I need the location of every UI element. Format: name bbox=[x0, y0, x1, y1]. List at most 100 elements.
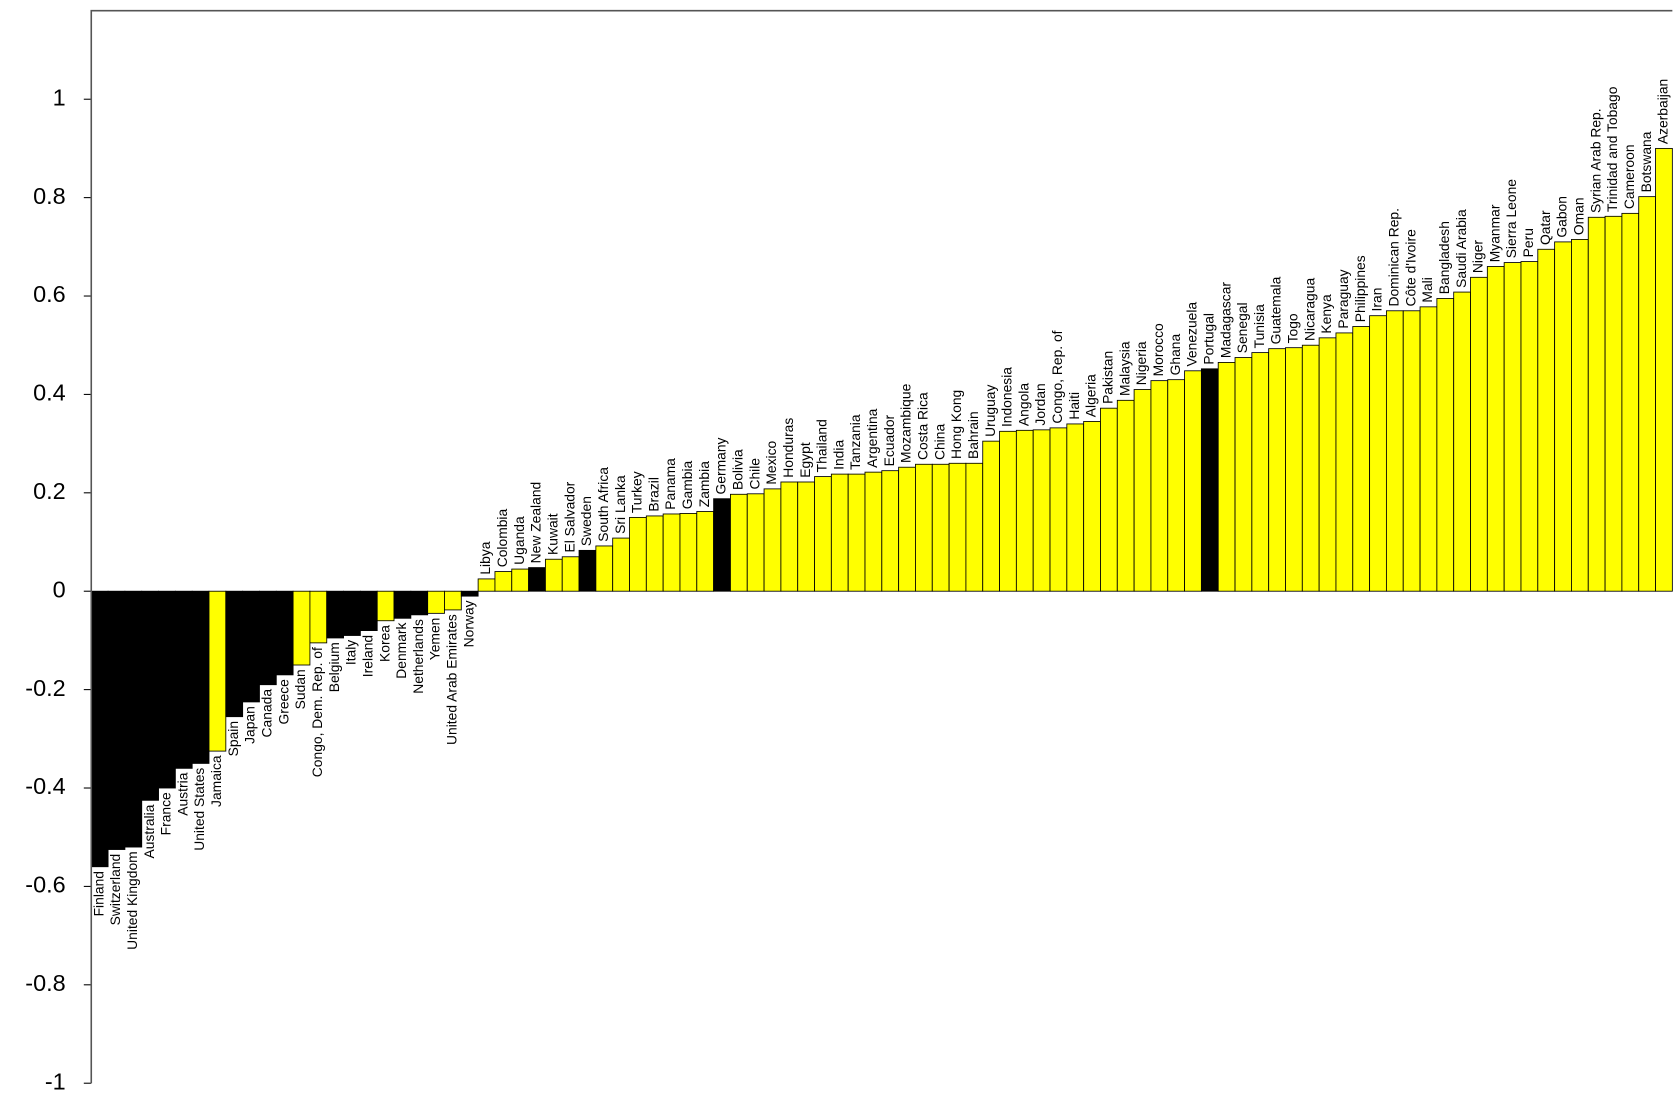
bar bbox=[948, 462, 967, 592]
bar bbox=[1655, 147, 1673, 592]
category-label: Haiti bbox=[1066, 392, 1082, 420]
bar bbox=[982, 440, 1000, 592]
category-label: Myanmar bbox=[1486, 204, 1502, 262]
bar bbox=[309, 590, 328, 644]
bar bbox=[1301, 344, 1320, 592]
category-label: Indonesia bbox=[999, 367, 1015, 427]
category-label: Egypt bbox=[797, 442, 813, 478]
bar bbox=[1436, 298, 1455, 592]
bar bbox=[1116, 399, 1135, 592]
bar bbox=[1385, 310, 1404, 592]
category-label: Nicaragua bbox=[1301, 278, 1317, 341]
category-label: Ghana bbox=[1167, 334, 1183, 376]
y-tick-label: 0 bbox=[53, 576, 66, 602]
bar bbox=[1150, 380, 1169, 592]
bar bbox=[376, 590, 395, 622]
bar bbox=[460, 590, 479, 597]
category-label: Trinidad and Tobago bbox=[1604, 86, 1620, 212]
category-label: Colombia bbox=[494, 508, 510, 567]
y-tick-label: -0.6 bbox=[25, 872, 65, 898]
category-label: China bbox=[931, 424, 947, 460]
category-label: Malaysia bbox=[1116, 341, 1132, 396]
category-label: Yemen bbox=[427, 618, 443, 661]
category-label: Mozambique bbox=[898, 383, 914, 463]
bar bbox=[208, 590, 227, 752]
bar bbox=[1285, 347, 1303, 592]
category-label: New Zealand bbox=[528, 482, 544, 564]
bar bbox=[225, 590, 244, 718]
bar bbox=[1049, 427, 1068, 592]
bar bbox=[612, 537, 630, 592]
category-label: Argentina bbox=[864, 408, 880, 468]
bar bbox=[1638, 196, 1656, 592]
bar bbox=[427, 590, 445, 614]
category-label: Mali bbox=[1419, 277, 1435, 302]
bar bbox=[713, 498, 731, 592]
bar bbox=[158, 590, 176, 789]
bar bbox=[1167, 379, 1186, 592]
category-label: Thailand bbox=[814, 419, 830, 472]
bar bbox=[326, 590, 344, 639]
bar bbox=[915, 463, 933, 592]
bar bbox=[595, 545, 614, 592]
bar bbox=[645, 515, 664, 592]
category-label: Canada bbox=[259, 689, 275, 738]
category-label: Greece bbox=[275, 679, 291, 725]
category-label: Ecuador bbox=[881, 414, 897, 466]
bar bbox=[1486, 266, 1505, 592]
y-tick-label: 1 bbox=[53, 84, 66, 110]
category-label: El Salvador bbox=[561, 481, 577, 552]
bar bbox=[393, 590, 412, 619]
bar bbox=[830, 473, 849, 592]
category-label: Iran bbox=[1369, 288, 1385, 312]
bar bbox=[1268, 348, 1286, 592]
bar bbox=[847, 473, 866, 592]
bar bbox=[1234, 357, 1253, 592]
category-label: India bbox=[830, 440, 846, 470]
bar bbox=[1352, 326, 1371, 592]
y-tick-label: 0.2 bbox=[33, 478, 66, 504]
category-label: Cameroon bbox=[1621, 144, 1637, 209]
y-tick-label: -0.8 bbox=[25, 970, 65, 996]
category-label: Belgium bbox=[326, 642, 342, 692]
bar bbox=[864, 471, 883, 592]
category-label: Italy bbox=[343, 640, 359, 665]
category-label: Turkey bbox=[629, 471, 645, 513]
category-label: Venezuela bbox=[1184, 302, 1200, 367]
bar bbox=[1453, 291, 1471, 592]
category-label: Costa Rica bbox=[915, 392, 931, 460]
category-label: Nigeria bbox=[1133, 341, 1149, 385]
y-tick-label: 0.8 bbox=[33, 183, 66, 209]
bar bbox=[965, 462, 984, 592]
bar bbox=[292, 590, 311, 666]
bar bbox=[90, 590, 109, 868]
category-label: Azerbaijan bbox=[1655, 79, 1671, 144]
bar bbox=[141, 590, 159, 801]
bar bbox=[1604, 215, 1623, 592]
y-tick-label: -1 bbox=[45, 1068, 66, 1094]
category-label: Qatar bbox=[1537, 210, 1553, 245]
category-label: Kenya bbox=[1318, 294, 1334, 334]
category-label: Saudi Arabia bbox=[1453, 209, 1469, 288]
bar bbox=[1537, 248, 1556, 592]
bar bbox=[107, 590, 126, 850]
y-tick-label: -0.4 bbox=[25, 773, 65, 799]
bar bbox=[1200, 368, 1219, 592]
bar bbox=[730, 493, 748, 592]
bar bbox=[343, 590, 361, 636]
bar bbox=[898, 466, 916, 592]
bar bbox=[1083, 421, 1101, 592]
category-label: Zambia bbox=[696, 461, 712, 507]
category-label: Austria bbox=[174, 772, 190, 815]
category-label: Norway bbox=[460, 600, 476, 647]
bar bbox=[1470, 276, 1488, 592]
category-label: Togo bbox=[1285, 313, 1301, 343]
category-label: Libya bbox=[477, 541, 493, 574]
bar bbox=[494, 571, 513, 592]
category-label: Gabon bbox=[1554, 196, 1570, 238]
category-label: Senegal bbox=[1234, 302, 1250, 353]
bar bbox=[191, 590, 210, 764]
category-label: Peru bbox=[1520, 228, 1536, 257]
category-label: Algeria bbox=[1083, 374, 1099, 417]
